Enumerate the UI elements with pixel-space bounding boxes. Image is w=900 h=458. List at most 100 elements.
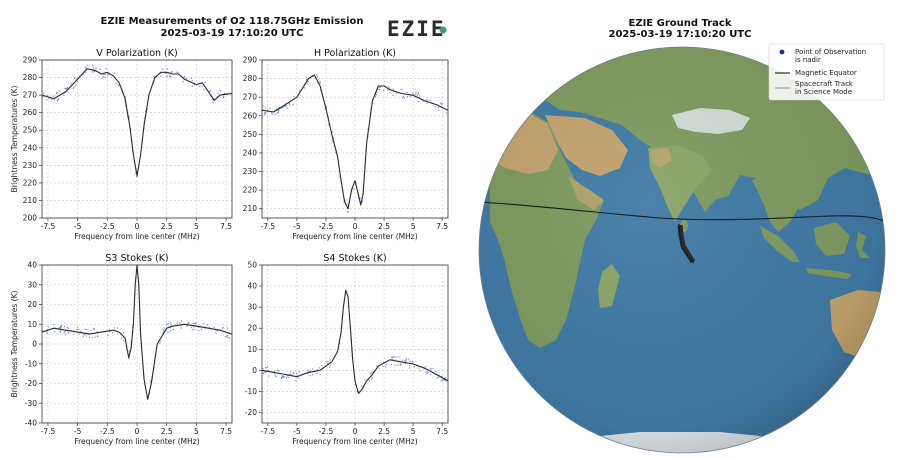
sample-point [297, 377, 299, 379]
sample-point [392, 356, 394, 358]
sample-point [316, 368, 318, 371]
y-tick-label: 240 [243, 148, 258, 157]
x-tick-label: 5 [194, 222, 199, 231]
sample-point [276, 112, 278, 114]
sample-point [167, 323, 169, 325]
sample-point [175, 71, 177, 73]
sample-point [64, 334, 67, 336]
sample-point [209, 90, 211, 93]
sample-point [277, 109, 280, 111]
sample-point [118, 84, 120, 86]
sample-point [67, 91, 69, 93]
sample-point [441, 379, 443, 381]
y-tick-label: 200 [23, 214, 38, 223]
sample-point [288, 102, 291, 105]
sample-point [372, 371, 374, 373]
x-tick-label: 7.5 [436, 222, 448, 231]
y-tick-label: 230 [243, 167, 258, 176]
sample-point [419, 95, 421, 97]
sample-point [379, 86, 381, 88]
sample-point [432, 367, 434, 370]
sample-point [286, 107, 288, 109]
x-tick-label: 7.5 [436, 427, 448, 436]
sample-point [278, 370, 280, 372]
sample-point [66, 326, 69, 329]
sample-point [96, 335, 99, 337]
sample-point [371, 372, 373, 374]
y-tick-label: 290 [23, 56, 38, 65]
y-tick-label: 40 [247, 282, 257, 291]
sample-point [204, 81, 206, 84]
sample-point [183, 76, 186, 78]
sample-point [57, 98, 60, 100]
sample-point [319, 373, 321, 376]
sample-point [409, 360, 411, 362]
sample-point [215, 330, 217, 332]
y-tick-label: 260 [23, 108, 38, 117]
sample-point [417, 92, 419, 95]
sample-point [159, 75, 162, 78]
x-axis-label: Frequency from line center (MHz) [74, 232, 199, 241]
sample-point [58, 327, 60, 329]
sample-point [63, 332, 65, 334]
sample-point [405, 358, 408, 360]
sample-point [320, 364, 323, 367]
sample-point [86, 329, 88, 331]
sample-point [286, 375, 288, 377]
sample-point [213, 326, 215, 328]
y-tick-label: -10 [245, 387, 257, 396]
sample-point [113, 327, 116, 329]
y-tick-label: -30 [25, 399, 37, 408]
legend-track-label-line2: in Science Mode [795, 88, 852, 96]
sample-point [392, 88, 394, 90]
sample-point [85, 66, 87, 69]
sample-point [108, 73, 110, 76]
legend-equator-label: Magnetic Equator [795, 69, 857, 77]
sample-point [268, 369, 270, 371]
sample-point [93, 71, 96, 73]
sample-point [166, 75, 168, 77]
sample-point [264, 371, 267, 374]
sample-point [288, 104, 291, 106]
sample-point [397, 364, 399, 366]
sample-point [329, 359, 331, 361]
sample-point [176, 321, 179, 323]
sample-point [211, 99, 213, 101]
sample-point [319, 82, 321, 84]
sample-point [389, 92, 391, 94]
sample-point [215, 332, 217, 334]
sample-point [52, 95, 55, 97]
sample-point [426, 102, 428, 104]
sample-point [169, 322, 172, 324]
sample-point [364, 379, 366, 381]
sample-point [113, 72, 116, 74]
sample-point [368, 380, 370, 382]
sample-point [198, 330, 200, 332]
x-tick-label: 2.5 [378, 222, 390, 231]
sample-point [76, 77, 78, 80]
sample-point [265, 367, 267, 369]
x-tick-label: 0 [135, 222, 140, 231]
sample-point [179, 322, 181, 324]
axes-frame [41, 264, 233, 424]
x-axis-label: Frequency from line center (MHz) [292, 232, 417, 241]
sample-point [45, 99, 48, 101]
sample-point [440, 380, 442, 382]
sample-point [352, 188, 355, 190]
sample-point [76, 328, 78, 331]
y-tick-label: 220 [243, 186, 258, 195]
sample-point [398, 356, 400, 358]
sample-point [47, 326, 50, 328]
sample-point [374, 95, 377, 98]
sample-point [116, 333, 119, 335]
sample-point [63, 94, 65, 96]
x-tick-label: -2.5 [100, 222, 115, 231]
x-tick-label: 2.5 [378, 427, 390, 436]
spacecraft-track-segment [677, 224, 696, 264]
legend-box [768, 43, 885, 101]
sample-point [266, 366, 269, 368]
sample-point [191, 80, 193, 82]
sample-point [128, 350, 130, 352]
sample-point [64, 331, 66, 333]
